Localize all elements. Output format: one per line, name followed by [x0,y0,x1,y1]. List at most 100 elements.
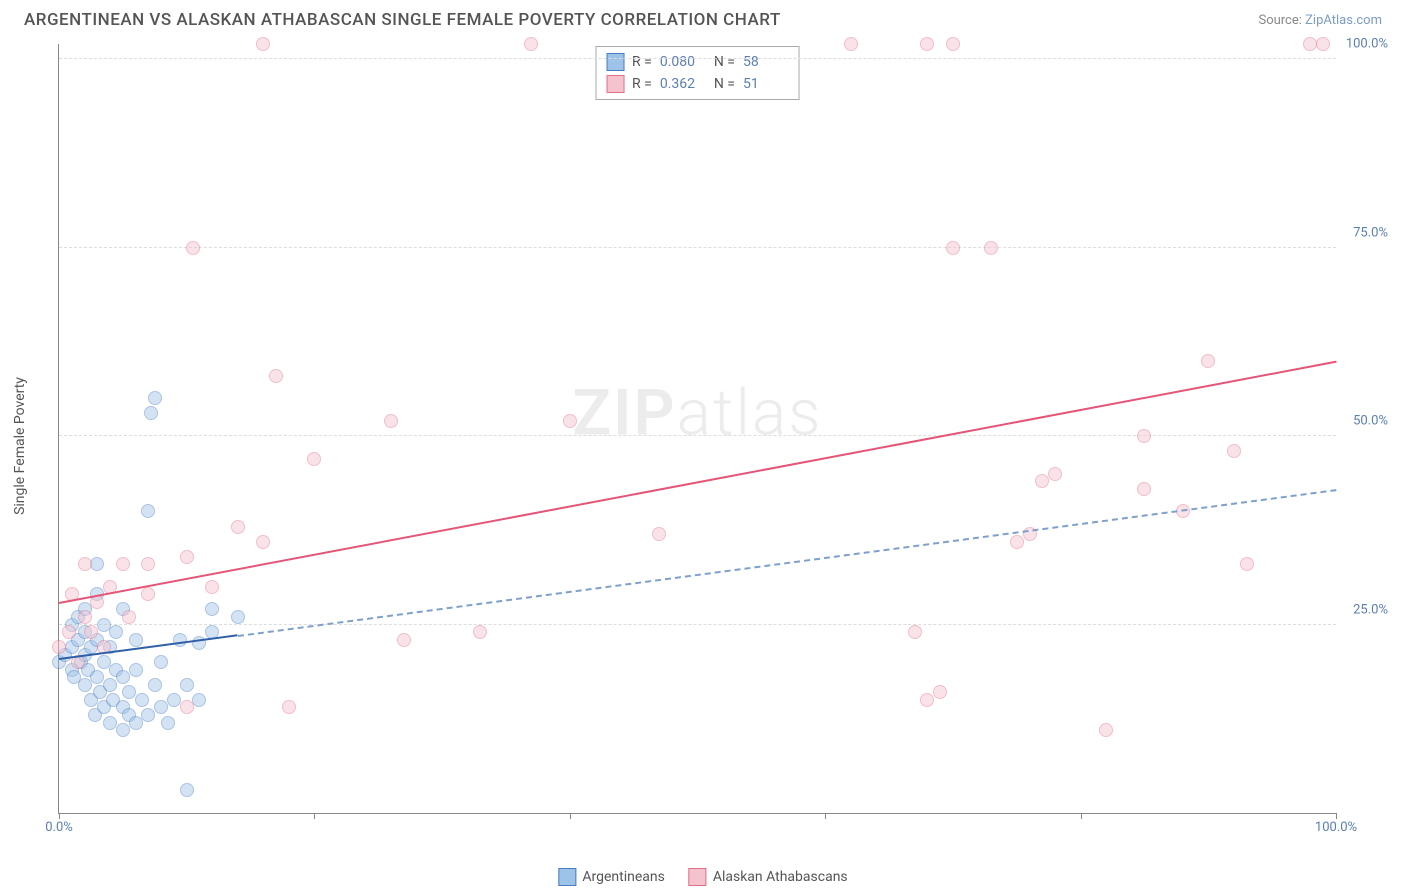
scatter-point-argentineans [78,678,92,692]
scatter-point-argentineans [129,633,143,647]
scatter-point-argentineans [161,716,175,730]
legend-item-argentineans: Argentineans [558,868,664,886]
scatter-point-argentineans [144,406,158,420]
scatter-point-argentineans [205,602,219,616]
scatter-point-argentineans [90,557,104,571]
y-tick-label: 100.0% [1340,37,1388,52]
scatter-point-argentineans [154,700,168,714]
scatter-point-athabascans [1316,37,1330,51]
n-value-athabascans: 51 [743,76,789,92]
scatter-point-athabascans [908,625,922,639]
scatter-point-argentineans [97,655,111,669]
scatter-point-athabascans [256,37,270,51]
header: ARGENTINEAN VS ALASKAN ATHABASCAN SINGLE… [0,0,1406,36]
scatter-point-athabascans [78,610,92,624]
gridline-h [59,58,1336,59]
legend-item-athabascans: Alaskan Athabascans [689,868,848,886]
n-value-argentineans: 58 [743,54,789,70]
scatter-point-argentineans [122,685,136,699]
x-tick-mark [1081,813,1082,819]
r-label: R = [632,54,652,70]
legend-row-argentineans: R = 0.080 N = 58 [606,51,789,73]
scatter-point-athabascans [920,693,934,707]
scatter-point-argentineans [141,708,155,722]
scatter-point-athabascans [307,452,321,466]
scatter-point-athabascans [1048,467,1062,481]
scatter-point-athabascans [1137,429,1151,443]
scatter-point-argentineans [231,610,245,624]
correlation-legend: R = 0.080 N = 58 R = 0.362 N = 51 [595,46,800,100]
scatter-point-argentineans [90,670,104,684]
scatter-point-athabascans [524,37,538,51]
scatter-point-argentineans [154,655,168,669]
x-tick-mark [314,813,315,819]
scatter-point-athabascans [122,610,136,624]
scatter-point-athabascans [256,535,270,549]
scatter-point-athabascans [946,241,960,255]
x-tick-mark [1336,813,1337,819]
scatter-point-athabascans [397,633,411,647]
x-tick-mark [825,813,826,819]
scatter-point-athabascans [282,700,296,714]
r-value-argentineans: 0.080 [660,54,706,70]
source-link[interactable]: ZipAtlas.com [1305,13,1382,28]
y-axis-label: Single Female Poverty [12,377,28,515]
scatter-point-athabascans [1240,557,1254,571]
swatch-argentineans [606,53,624,71]
scatter-point-athabascans [1010,535,1024,549]
scatter-point-athabascans [141,587,155,601]
scatter-point-argentineans [141,504,155,518]
scatter-point-athabascans [946,37,960,51]
scatter-point-athabascans [52,640,66,654]
scatter-point-athabascans [269,369,283,383]
y-tick-label: 25.0% [1340,602,1388,617]
x-tick-mark [59,813,60,819]
scatter-point-athabascans [1227,444,1241,458]
scatter-point-athabascans [1137,482,1151,496]
scatter-point-argentineans [148,391,162,405]
scatter-point-athabascans [384,414,398,428]
scatter-point-argentineans [148,678,162,692]
x-tick-label: 100.0% [1315,820,1357,835]
plot-area: ZIPatlas R = 0.080 N = 58 R = 0.362 N = … [58,44,1336,814]
watermark: ZIPatlas [572,376,822,451]
scatter-point-argentineans [116,723,130,737]
scatter-point-athabascans [186,241,200,255]
r-value-athabascans: 0.362 [660,76,706,92]
scatter-point-argentineans [167,693,181,707]
scatter-point-athabascans [231,520,245,534]
legend-label-argentineans: Argentineans [582,869,664,885]
regression-line [238,489,1336,637]
scatter-point-athabascans [1201,354,1215,368]
scatter-point-athabascans [62,625,76,639]
x-tick-label: 0.0% [45,820,73,835]
scatter-point-argentineans [129,663,143,677]
scatter-point-athabascans [180,550,194,564]
swatch-athabascans [606,75,624,93]
scatter-point-argentineans [180,783,194,797]
scatter-point-athabascans [473,625,487,639]
legend-label-athabascans: Alaskan Athabascans [713,869,848,885]
x-tick-mark [570,813,571,819]
plot-wrapper: ZIPatlas R = 0.080 N = 58 R = 0.362 N = … [58,44,1388,842]
swatch-argentineans [558,868,576,886]
scatter-point-athabascans [933,685,947,699]
gridline-h [59,247,1336,248]
scatter-point-athabascans [78,557,92,571]
y-tick-label: 75.0% [1340,225,1388,240]
chart-container: ARGENTINEAN VS ALASKAN ATHABASCAN SINGLE… [0,0,1406,892]
scatter-point-argentineans [192,693,206,707]
scatter-point-argentineans [103,716,117,730]
scatter-point-athabascans [1099,723,1113,737]
scatter-point-athabascans [141,557,155,571]
series-legend: Argentineans Alaskan Athabascans [558,868,847,886]
scatter-point-argentineans [135,693,149,707]
source-prefix: Source: [1258,13,1305,28]
scatter-point-athabascans [84,625,98,639]
legend-row-athabascans: R = 0.362 N = 51 [606,73,789,95]
scatter-point-athabascans [116,557,130,571]
r-label: R = [632,76,652,92]
scatter-point-argentineans [116,670,130,684]
scatter-point-argentineans [180,678,194,692]
swatch-athabascans [689,868,707,886]
